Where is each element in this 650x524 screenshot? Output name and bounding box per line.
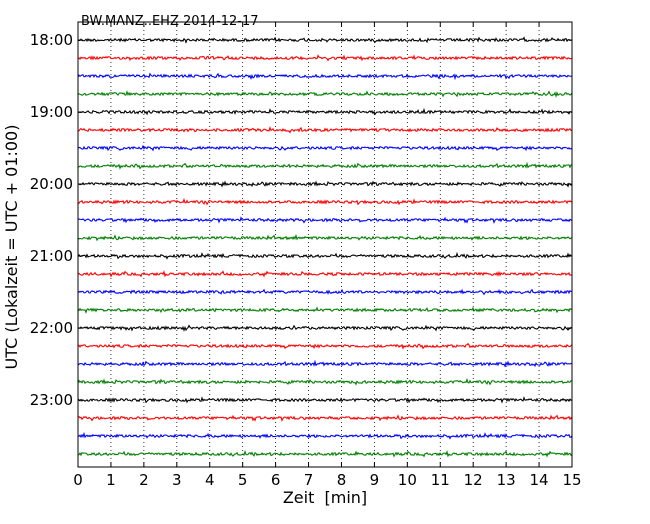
y-tick-label: 18:00 — [30, 31, 73, 49]
x-tick-label: 6 — [271, 471, 281, 489]
trace-1930 — [77, 144, 573, 152]
trace-2315 — [77, 414, 573, 422]
trace-1845 — [77, 90, 573, 98]
trace-2245 — [77, 377, 573, 386]
y-tick-label: 19:00 — [30, 103, 73, 121]
trace-2145 — [77, 306, 573, 315]
y-axis-label: UTC (Lokalzeit = UTC + 01:00) — [2, 125, 21, 370]
trace-2115 — [77, 269, 573, 278]
x-tick-label: 10 — [398, 471, 417, 489]
trace-1815 — [77, 54, 573, 62]
trace-1915 — [77, 126, 573, 134]
x-tick-label: 3 — [172, 471, 182, 489]
x-tick-label: 5 — [238, 471, 248, 489]
x-tick-label: 13 — [497, 471, 516, 489]
x-tick-label: 14 — [530, 471, 549, 489]
x-tick-label: 7 — [304, 471, 314, 489]
x-axis: 0 1 2 3 4 5 6 7 8 9 10 11 12 13 14 15 — [73, 22, 582, 489]
x-tick-label: 4 — [205, 471, 215, 489]
plot-frame — [77, 21, 573, 468]
x-tick-label: 9 — [370, 471, 380, 489]
x-tick-label: 8 — [337, 471, 347, 489]
trace-1900 — [77, 107, 573, 116]
x-axis-label: Zeit [min] — [283, 488, 367, 507]
y-tick-label: 20:00 — [30, 175, 73, 193]
traces — [77, 36, 573, 458]
y-tick-label: 22:00 — [30, 319, 73, 337]
x-tick-label: 11 — [431, 471, 450, 489]
trace-2215 — [77, 342, 573, 350]
y-tick-label: 21:00 — [30, 247, 73, 265]
trace-2345 — [77, 449, 573, 458]
trace-1800 — [77, 36, 573, 44]
trace-2300 — [77, 396, 573, 404]
y-tick-label: 23:00 — [30, 391, 73, 409]
x-tick-label: 2 — [139, 471, 149, 489]
trace-1830 — [77, 72, 573, 81]
x-tick-label: 1 — [106, 471, 116, 489]
trace-2130 — [77, 288, 573, 296]
trace-2030 — [77, 216, 573, 224]
x-tick-label: 12 — [464, 471, 483, 489]
trace-2015 — [77, 197, 573, 206]
trace-2100 — [77, 251, 573, 260]
trace-2230 — [77, 359, 573, 368]
x-tick-label: 15 — [562, 471, 581, 489]
trace-1945 — [77, 161, 573, 170]
trace-2200 — [77, 324, 573, 332]
trace-2000 — [77, 180, 573, 188]
x-tick-label: 0 — [73, 471, 83, 489]
trace-2045 — [77, 233, 573, 242]
y-axis: 18:00 19:00 20:00 21:00 22:00 23:00 — [30, 31, 572, 409]
trace-2330 — [77, 431, 573, 440]
